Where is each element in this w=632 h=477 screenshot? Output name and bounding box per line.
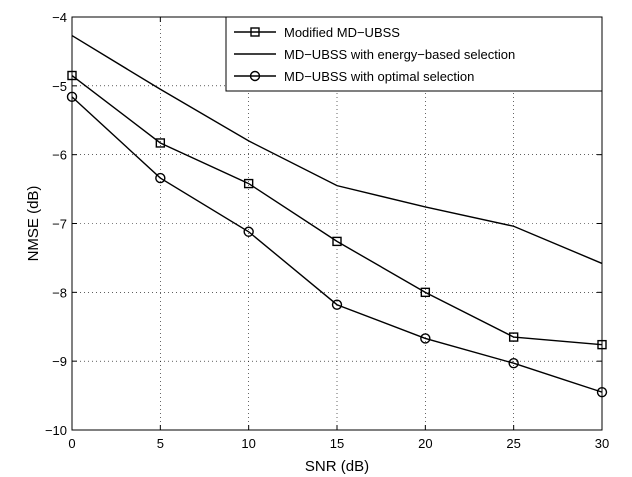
y-tick-label: −6 <box>52 148 67 163</box>
series-group <box>66 34 608 398</box>
legend-label-1: Modified MD−UBSS <box>284 25 400 40</box>
x-tick-label: 0 <box>68 436 75 451</box>
x-tick-label: 20 <box>418 436 432 451</box>
x-tick-label: 30 <box>595 436 609 451</box>
series-3-point <box>331 299 343 310</box>
series-3-point <box>155 172 166 184</box>
series-3-point <box>420 333 431 344</box>
series-1-point <box>332 236 342 247</box>
x-tick-label: 15 <box>330 436 344 451</box>
series-3-point <box>508 358 519 369</box>
y-tick-label: −8 <box>52 285 67 300</box>
series-1-point <box>508 332 519 342</box>
y-tick-label: −5 <box>52 79 67 94</box>
legend-marker-3 <box>249 70 261 82</box>
legend: Modified MD−UBSS MD−UBSS with energy−base… <box>225 16 603 92</box>
x-tick-label: 5 <box>157 436 164 451</box>
series-1-point <box>243 178 254 189</box>
ticks-group: 0 5 10 15 20 25 30 −10 −9 −8 −7 −6 −5 −4 <box>45 10 609 451</box>
y-tick-label: −7 <box>52 217 67 232</box>
series-line-3 <box>71 96 603 393</box>
x-axis-title: SNR (dB) <box>305 458 369 475</box>
legend-box <box>225 16 603 92</box>
series-1-point <box>420 287 431 298</box>
series-3-point <box>243 226 254 237</box>
y-tick-label: −9 <box>52 354 67 369</box>
x-tick-label: 25 <box>506 436 520 451</box>
series-line-2 <box>71 34 603 265</box>
y-axis-title: NMSE (dB) <box>25 186 42 262</box>
x-tick-label: 10 <box>241 436 255 451</box>
series-1-point <box>155 138 166 148</box>
legend-marker-1 <box>250 27 260 37</box>
y-tick-label: −4 <box>52 10 67 25</box>
series-line-1 <box>71 74 603 346</box>
y-tick-label: −10 <box>45 423 67 438</box>
legend-label-3: MD−UBSS with optimal selection <box>284 69 474 84</box>
legend-label-2: MD−UBSS with energy−based selection <box>284 47 515 62</box>
